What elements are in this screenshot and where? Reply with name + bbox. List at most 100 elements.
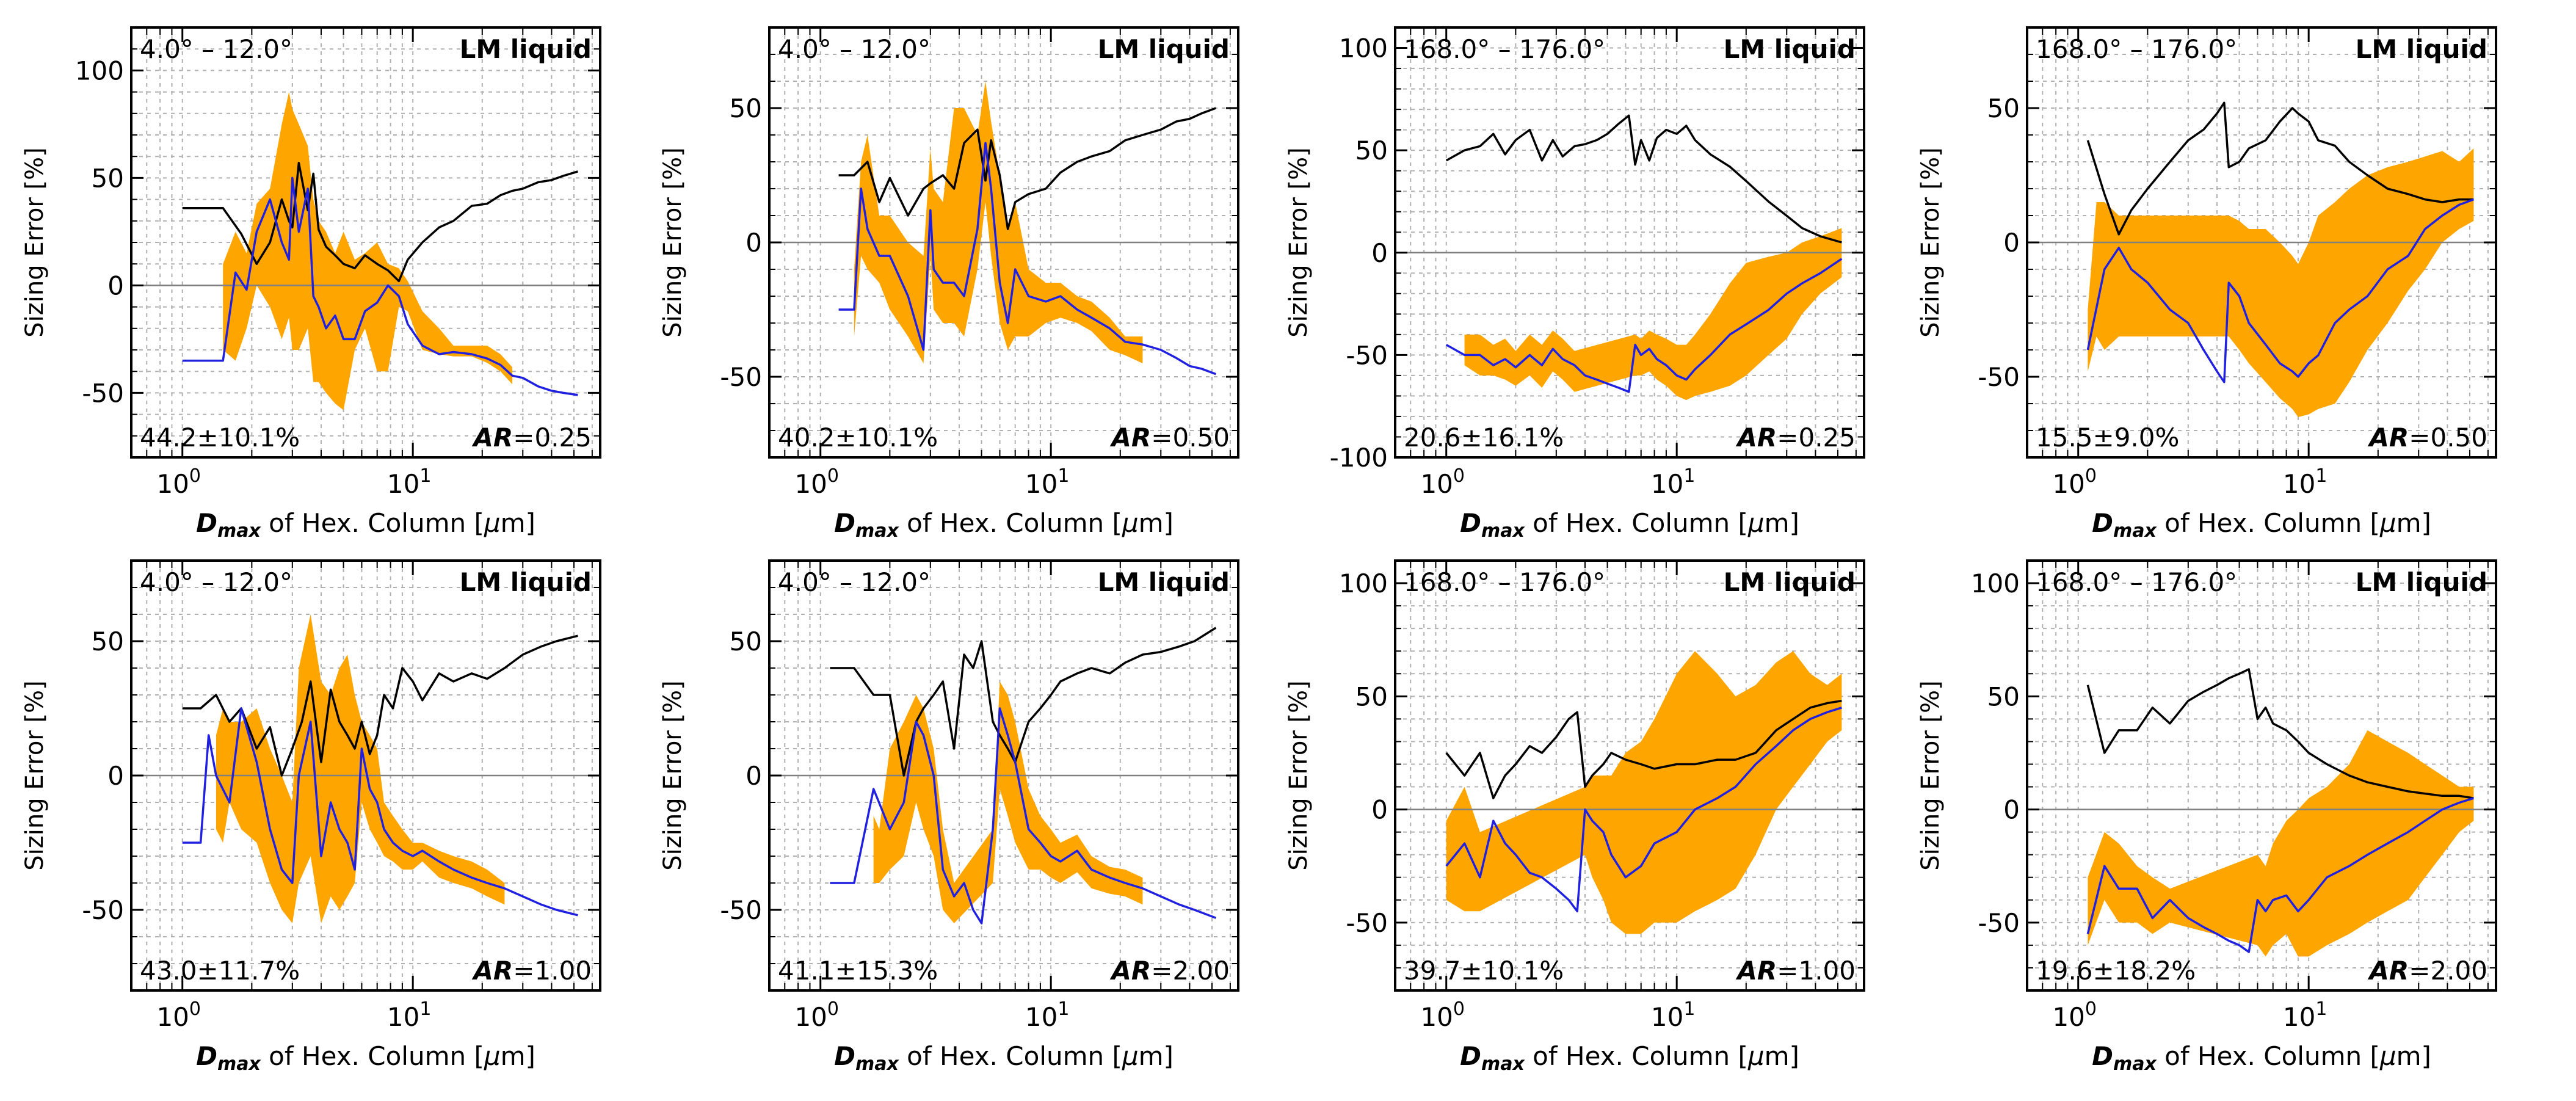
chart-panel-1: -50 0 50 100 100 101 4.0° – 12.0° LM liquid 44.2… xyxy=(21,26,601,542)
x-axis-label: Dmax of Hex. Column [μm] xyxy=(1460,1041,1799,1075)
x-axis-label: Dmax of Hex. Column [μm] xyxy=(1460,508,1799,542)
plot-area xyxy=(131,92,600,410)
x-tick-label: 101 xyxy=(387,465,432,499)
y-tick-label: -50 xyxy=(82,895,124,925)
aspect-ratio-label: AR=1.00 xyxy=(1735,956,1856,986)
y-tick-label: 100 xyxy=(1339,569,1388,598)
chart-panel-8: -50 0 50 100 100 101 168.0° – 176.0° LM liquid 1… xyxy=(1917,559,2497,1075)
y-axis-label: Sizing Error [%] xyxy=(1285,147,1313,338)
plot-area xyxy=(131,614,600,923)
y-tick-label: 0 xyxy=(1371,238,1388,268)
x-tick-label: 100 xyxy=(794,465,839,499)
angle-range-label: 168.0° – 176.0° xyxy=(2036,567,2237,597)
absolute-error-line xyxy=(182,634,578,777)
angle-range-label: 4.0° – 12.0° xyxy=(778,567,931,597)
plot-area xyxy=(2027,101,2496,417)
aspect-ratio-label: AR=0.50 xyxy=(2367,423,2487,452)
aspect-ratio-label: AR=0.25 xyxy=(471,423,592,452)
mean-error-line xyxy=(838,142,1217,376)
x-tick-label: 100 xyxy=(156,465,201,499)
x-tick-label: 101 xyxy=(387,998,432,1032)
y-tick-label: -50 xyxy=(1346,340,1388,370)
y-tick-label: 0 xyxy=(746,761,762,791)
stat-label: 43.0±11.7% xyxy=(140,956,300,986)
x-axis-label: Dmax of Hex. Column [μm] xyxy=(2092,1041,2431,1075)
x-tick-label: 101 xyxy=(1025,465,1070,499)
y-tick-label: 0 xyxy=(107,271,124,300)
y-tick-label: -50 xyxy=(1978,908,2020,938)
x-tick-label: 100 xyxy=(1420,998,1465,1032)
phase-label: LM liquid xyxy=(460,34,592,64)
phase-label: LM liquid xyxy=(1098,34,1230,64)
y-axis-label: Sizing Error [%] xyxy=(659,147,687,338)
y-tick-label: -50 xyxy=(720,895,762,925)
y-axis-label: Sizing Error [%] xyxy=(21,147,49,338)
mean-error-line xyxy=(2086,198,2475,383)
mean-error-line xyxy=(1445,707,1842,913)
y-tick-label: 100 xyxy=(1339,34,1388,64)
stat-label: 20.6±16.1% xyxy=(1404,423,1564,452)
x-tick-label: 100 xyxy=(156,998,201,1032)
y-tick-label: -50 xyxy=(720,362,762,392)
plot-area xyxy=(1395,114,1864,401)
y-tick-label: 0 xyxy=(2003,795,2020,825)
x-axis-label: Dmax of Hex. Column [μm] xyxy=(196,1041,535,1075)
grid xyxy=(131,27,600,458)
plot-area xyxy=(2027,668,2496,957)
y-tick-label: 50 xyxy=(1987,93,2020,123)
mean-error-line xyxy=(182,707,578,917)
stat-label: 39.7±10.1% xyxy=(1404,956,1564,986)
x-tick-label: 100 xyxy=(2052,998,2097,1032)
aspect-ratio-label: AR=2.00 xyxy=(1109,956,1230,986)
y-tick-label: -50 xyxy=(82,378,124,408)
aspect-ratio-label: AR=2.00 xyxy=(2367,956,2487,986)
x-tick-label: 100 xyxy=(2052,465,2097,499)
phase-label: LM liquid xyxy=(460,567,592,597)
error-envelope xyxy=(2088,730,2474,957)
plot-area xyxy=(769,81,1238,376)
phase-label: LM liquid xyxy=(1724,567,1856,597)
plot-area xyxy=(1395,651,1864,934)
x-tick-label: 101 xyxy=(1025,998,1070,1032)
chart-panel-4: -50 0 50 100 101 168.0° – 176.0° LM liquid 15.5… xyxy=(1917,26,2497,542)
angle-range-label: 4.0° – 12.0° xyxy=(778,34,931,64)
aspect-ratio-label: AR=1.00 xyxy=(471,956,592,986)
x-axis-label: Dmax of Hex. Column [μm] xyxy=(834,508,1174,542)
y-tick-label: 50 xyxy=(1355,681,1388,711)
phase-label: LM liquid xyxy=(1098,567,1230,597)
phase-label: LM liquid xyxy=(2356,567,2487,597)
y-tick-label: 0 xyxy=(2003,228,2020,258)
angle-range-label: 4.0° – 12.0° xyxy=(140,567,292,597)
chart-panel-6: -50 0 50 100 101 4.0° – 12.0° LM liquid 41.1±15… xyxy=(659,559,1239,1075)
error-envelope xyxy=(873,681,1143,923)
plot-frame xyxy=(1394,26,1865,459)
absolute-error-line xyxy=(838,107,1217,230)
y-tick-label: -50 xyxy=(1978,362,2020,392)
error-envelope xyxy=(223,92,512,410)
angle-range-label: 168.0° – 176.0° xyxy=(1404,34,1605,64)
y-axis-label: Sizing Error [%] xyxy=(1917,680,1945,871)
chart-panel-3: -100 -50 0 50 100 100 101 168.0° – 176.0° LM liq… xyxy=(1285,26,1865,542)
absolute-error-line xyxy=(1445,114,1842,244)
plot-area xyxy=(769,627,1238,925)
angle-range-label: 168.0° – 176.0° xyxy=(2036,34,2237,64)
y-tick-label: 50 xyxy=(92,627,124,656)
x-tick-label: 101 xyxy=(1651,465,1696,499)
plot-frame xyxy=(1394,559,1865,992)
x-tick-label: 101 xyxy=(1651,998,1696,1032)
y-tick-label: -100 xyxy=(1330,443,1388,473)
error-envelope xyxy=(1446,651,1842,934)
mean-error-line xyxy=(2086,797,2474,953)
y-axis-label: Sizing Error [%] xyxy=(1917,147,1945,338)
stat-label: 15.5±9.0% xyxy=(2036,423,2179,452)
plot-frame xyxy=(2026,559,2497,992)
phase-label: LM liquid xyxy=(2356,34,2487,64)
y-axis-label: Sizing Error [%] xyxy=(21,680,49,871)
y-axis-label: Sizing Error [%] xyxy=(1285,680,1313,871)
stat-label: 19.6±18.2% xyxy=(2036,956,2196,986)
y-tick-label: 100 xyxy=(1971,569,2020,598)
error-envelope xyxy=(1464,228,1842,401)
x-tick-label: 100 xyxy=(794,998,839,1032)
y-tick-label: 100 xyxy=(75,56,124,85)
